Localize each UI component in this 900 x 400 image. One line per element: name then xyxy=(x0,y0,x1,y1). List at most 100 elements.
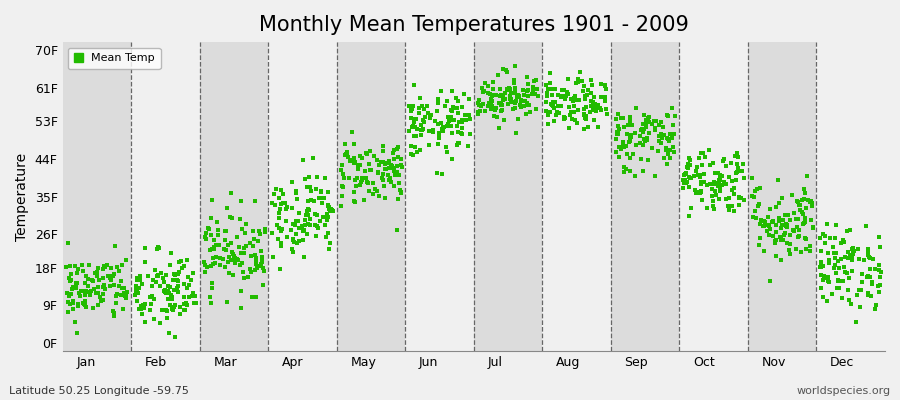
Point xyxy=(554,94,568,101)
Point xyxy=(863,255,878,262)
Point xyxy=(406,152,420,158)
Point xyxy=(302,212,316,218)
Point xyxy=(95,266,110,272)
Point xyxy=(450,142,464,148)
Point xyxy=(431,141,446,148)
Point xyxy=(394,164,409,170)
Point xyxy=(492,86,507,92)
Point xyxy=(872,234,886,240)
Point xyxy=(871,283,886,290)
Point xyxy=(514,98,528,104)
Point xyxy=(572,96,586,103)
Point xyxy=(724,160,738,166)
Point xyxy=(308,222,322,228)
Point xyxy=(792,227,806,234)
Point xyxy=(852,303,867,310)
Point xyxy=(774,222,788,228)
Point xyxy=(138,300,152,307)
Point xyxy=(508,84,522,91)
Point xyxy=(255,256,269,262)
Point xyxy=(79,273,94,280)
Point xyxy=(774,224,788,231)
Point xyxy=(405,123,419,129)
Point xyxy=(88,270,103,276)
Point xyxy=(787,210,801,216)
Point xyxy=(667,130,681,137)
Point xyxy=(772,214,787,221)
Point xyxy=(748,208,762,214)
Point xyxy=(180,285,194,291)
Point xyxy=(140,273,155,279)
Point xyxy=(662,138,676,144)
Point xyxy=(862,266,877,272)
Point xyxy=(392,153,406,160)
Point xyxy=(713,186,727,192)
Point xyxy=(295,157,310,163)
Point xyxy=(71,303,86,310)
Point xyxy=(285,205,300,211)
Point xyxy=(248,261,263,267)
Point xyxy=(745,174,760,181)
Point xyxy=(678,177,692,183)
Point xyxy=(600,111,615,117)
Point xyxy=(431,121,446,128)
Point xyxy=(197,259,211,265)
Point xyxy=(188,300,202,306)
Point xyxy=(800,173,814,179)
Point xyxy=(826,265,841,271)
Point xyxy=(76,288,91,294)
Point xyxy=(226,251,240,257)
Point xyxy=(378,194,392,201)
Point xyxy=(378,160,392,167)
Point xyxy=(171,283,185,290)
Point xyxy=(793,207,807,213)
Point xyxy=(285,248,300,255)
Point xyxy=(545,98,560,105)
Point xyxy=(486,78,500,85)
Point xyxy=(805,203,819,210)
Point xyxy=(454,130,469,137)
Point xyxy=(315,200,329,206)
Point xyxy=(661,113,675,120)
Point xyxy=(478,107,492,114)
Point xyxy=(682,155,697,161)
Point xyxy=(813,235,827,241)
Point xyxy=(448,104,463,111)
Point xyxy=(370,156,384,163)
Point xyxy=(174,258,188,264)
Point xyxy=(790,234,805,240)
Point xyxy=(690,189,705,195)
Point xyxy=(79,304,94,310)
Point xyxy=(78,301,93,308)
Point xyxy=(160,308,175,315)
Point xyxy=(357,168,372,174)
Point xyxy=(87,286,102,292)
Point xyxy=(105,308,120,314)
Point xyxy=(410,126,424,132)
Point xyxy=(118,295,132,301)
Point xyxy=(546,104,561,111)
Point xyxy=(388,172,402,178)
Point xyxy=(796,220,811,226)
Point xyxy=(558,96,572,102)
Point xyxy=(313,218,328,224)
Point xyxy=(322,204,337,210)
Point xyxy=(681,213,696,219)
Point xyxy=(110,291,124,298)
Text: worldspecies.org: worldspecies.org xyxy=(796,386,891,396)
Point xyxy=(407,82,421,89)
Point xyxy=(725,203,740,210)
Point xyxy=(829,222,843,228)
Point xyxy=(614,146,628,152)
Point xyxy=(436,124,450,130)
Point xyxy=(228,260,242,266)
Point xyxy=(785,192,799,198)
Point xyxy=(783,232,797,238)
Point xyxy=(665,122,680,128)
Point xyxy=(73,293,87,299)
Point xyxy=(484,96,499,102)
Point xyxy=(310,223,324,230)
Point xyxy=(574,78,589,84)
Point xyxy=(390,163,404,169)
Point xyxy=(773,234,788,240)
